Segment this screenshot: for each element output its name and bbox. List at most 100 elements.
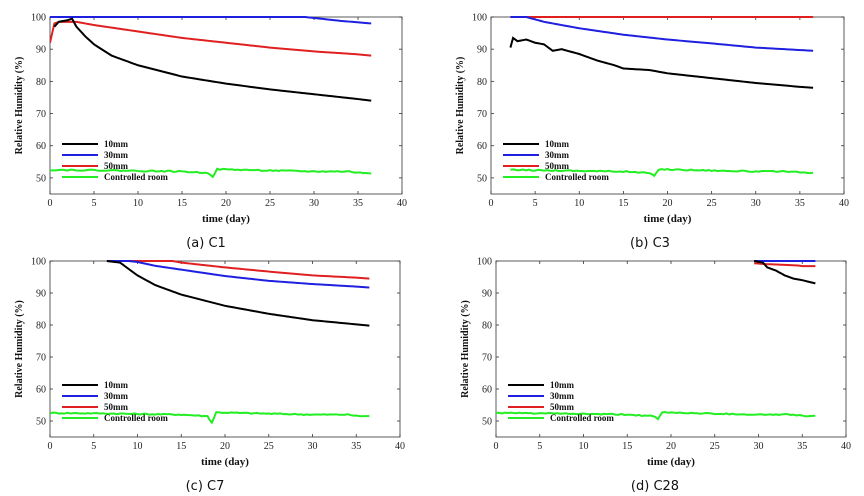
- series-line-10mm: [509, 36, 814, 89]
- chart-panel-3: 0 5 10 15 20 25 30 35 40 50 60 70 80 90 100 time (day) R…: [14, 257, 405, 469]
- x-tick-label: 10: [579, 441, 589, 452]
- series-line-10mm: [106, 260, 370, 327]
- x-tick-label: 35: [353, 198, 363, 209]
- x-tick-label: 0: [494, 441, 499, 452]
- series-line-50mm: [50, 20, 372, 57]
- x-tick-label: 40: [395, 441, 405, 452]
- x-tick-label: 35: [795, 198, 805, 209]
- legend-label: Controlled room: [104, 413, 168, 423]
- series-line-10mm: [53, 17, 372, 102]
- y-tick-label: 100: [472, 13, 487, 24]
- legend-label: 30mm: [550, 391, 574, 401]
- x-tick-label: 5: [533, 198, 538, 209]
- x-tick-label: 40: [397, 198, 407, 209]
- y-tick-label: 80: [477, 77, 487, 88]
- x-tick-label: 20: [220, 441, 230, 452]
- x-tick-label: 25: [264, 441, 274, 452]
- legend-label: 50mm: [104, 161, 128, 171]
- y-tick-label: 100: [477, 257, 492, 268]
- x-tick-label: 10: [133, 441, 143, 452]
- x-tick-label: 20: [663, 198, 673, 209]
- x-tick-label: 40: [839, 198, 849, 209]
- y-tick-label: 90: [36, 45, 46, 56]
- plot-area: [49, 260, 401, 438]
- x-tick-label: 0: [48, 198, 53, 209]
- chart-panel-1: 0 5 10 15 20 25 30 35 40 50 60 70 80 90 100 time (day) R…: [14, 13, 407, 226]
- x-tick-label: 25: [710, 441, 720, 452]
- x-tick-label: 0: [489, 198, 494, 209]
- y-tick-label: 60: [36, 385, 46, 396]
- x-tick-label: 30: [751, 198, 761, 209]
- y-axis-label: Relative Humidity (%): [14, 300, 25, 398]
- x-tick-label: 10: [574, 198, 584, 209]
- y-tick-label: 90: [477, 45, 487, 56]
- y-tick-label: 60: [36, 141, 46, 152]
- panel-caption: (a) C1: [186, 236, 226, 251]
- y-tick-label: 70: [482, 353, 492, 364]
- x-tick-label: 20: [666, 441, 676, 452]
- panel-caption: (d) C28: [631, 479, 679, 494]
- plot-area: [49, 16, 403, 195]
- y-tick-label: 80: [36, 321, 46, 332]
- legend-label: 10mm: [104, 139, 128, 149]
- y-tick-label: 70: [477, 109, 487, 120]
- x-tick-label: 35: [351, 441, 361, 452]
- plot-area: [490, 16, 845, 195]
- y-axis-label: Relative Humidity (%): [455, 57, 466, 155]
- series-line-50mm: [106, 260, 370, 280]
- x-axis-label: time (day): [647, 456, 695, 468]
- series-line-controlled-room: [50, 167, 372, 179]
- y-tick-label: 80: [482, 321, 492, 332]
- x-axis-label: time (day): [201, 456, 249, 468]
- y-tick-label: 100: [31, 13, 46, 24]
- y-tick-label: 90: [482, 289, 492, 300]
- legend-label: 30mm: [104, 150, 128, 160]
- y-tick-label: 70: [36, 353, 46, 364]
- y-tick-label: 60: [482, 385, 492, 396]
- x-tick-label: 5: [537, 441, 542, 452]
- y-tick-label: 50: [477, 173, 487, 184]
- x-axis-label: time (day): [202, 213, 250, 225]
- plot-area: [495, 260, 847, 438]
- y-tick-label: 50: [36, 417, 46, 428]
- series-line-controlled-room: [50, 411, 370, 425]
- panel-caption: (b) C3: [630, 236, 670, 251]
- y-tick-label: 100: [31, 257, 46, 268]
- y-tick-label: 70: [36, 109, 46, 120]
- y-tick-label: 50: [482, 417, 492, 428]
- series-line-controlled-room: [496, 411, 816, 421]
- x-tick-label: 5: [92, 198, 97, 209]
- legend-label: Controlled room: [104, 172, 168, 182]
- y-tick-label: 90: [36, 289, 46, 300]
- y-axis-label: Relative Humidity (%): [14, 57, 25, 155]
- y-tick-label: 60: [477, 141, 487, 152]
- x-tick-label: 10: [133, 198, 143, 209]
- series-line-30mm: [50, 16, 372, 25]
- y-tick-label: 50: [36, 173, 46, 184]
- x-axis-label: time (day): [644, 213, 692, 225]
- chart-panel-4: 0 5 10 15 20 25 30 35 40 50 60 70 80 90 100 time (day) R…: [460, 257, 851, 469]
- x-tick-label: 25: [707, 198, 717, 209]
- series-line-10mm: [753, 260, 816, 285]
- x-tick-label: 0: [48, 441, 53, 452]
- legend-label: 10mm: [550, 380, 574, 390]
- series-line-30mm: [106, 260, 370, 289]
- legend-label: 30mm: [545, 150, 569, 160]
- legend-label: 50mm: [550, 402, 574, 412]
- series-line-30mm: [510, 16, 814, 52]
- y-tick-label: 80: [36, 77, 46, 88]
- x-tick-label: 20: [221, 198, 231, 209]
- legend-label: Controlled room: [545, 172, 609, 182]
- legend-label: 10mm: [104, 380, 128, 390]
- x-tick-label: 30: [308, 441, 318, 452]
- series-line-controlled-room: [510, 168, 814, 178]
- x-tick-label: 15: [176, 441, 186, 452]
- x-tick-label: 25: [265, 198, 275, 209]
- x-tick-label: 15: [618, 198, 628, 209]
- legend-label: 30mm: [104, 391, 128, 401]
- legend-label: 10mm: [545, 139, 569, 149]
- x-tick-label: 30: [754, 441, 764, 452]
- x-tick-label: 35: [797, 441, 807, 452]
- legend-label: 50mm: [104, 402, 128, 412]
